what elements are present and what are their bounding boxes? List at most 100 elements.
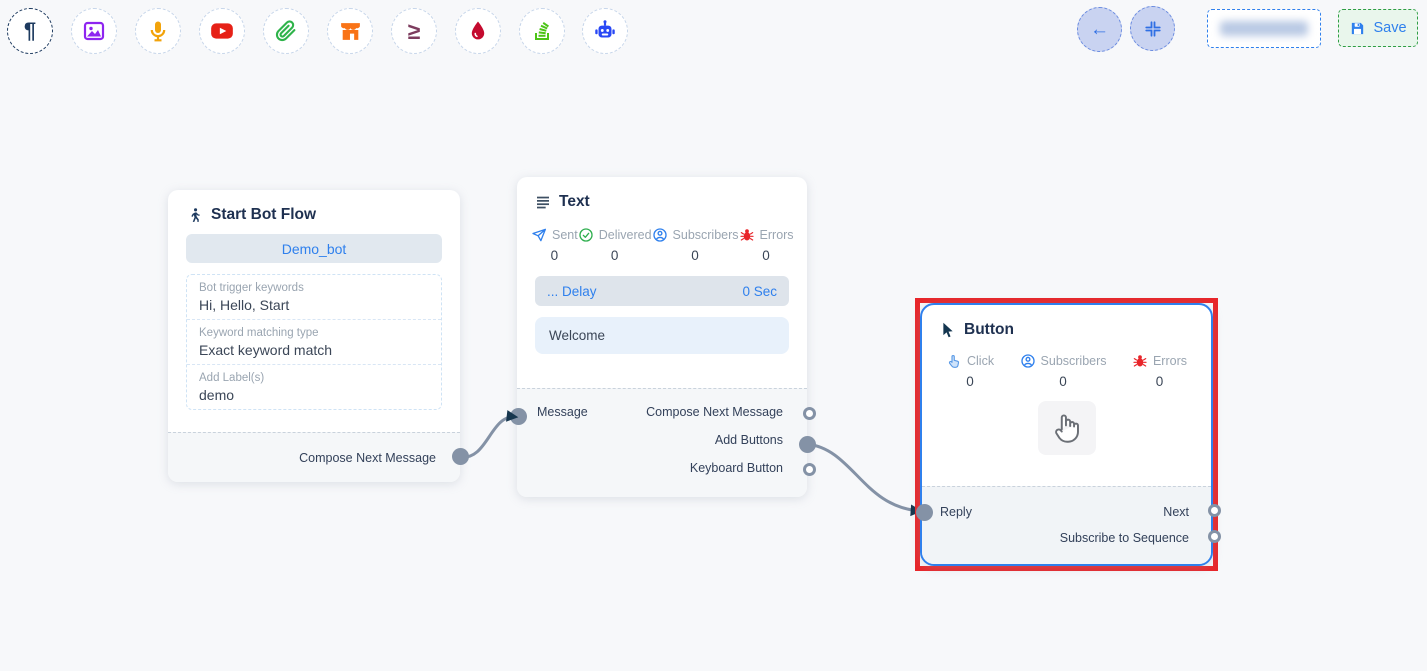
save-button[interactable]: Save (1338, 9, 1418, 47)
stat-label: Errors (1152, 354, 1187, 368)
node-text[interactable]: Text Sent 0 Delivered (510, 177, 816, 497)
stat-value: 0 (691, 248, 699, 263)
stat-value: 0 (550, 248, 559, 263)
bot-name-label: Demo_bot (281, 240, 347, 257)
button-node-footer: Reply Next Subscribe to Sequence (922, 486, 1211, 564)
stat-errors: Errors 0 (739, 227, 794, 263)
stack-icon (535, 21, 549, 40)
output-port-add-buttons[interactable] (799, 436, 816, 453)
text-node-header: Text (517, 177, 807, 217)
start-node-footer: Compose Next Message (168, 432, 460, 482)
text-node-footer: Message Compose Next Message Add Buttons… (517, 388, 807, 497)
stat-sent: Sent 0 (531, 227, 578, 263)
input-port-message[interactable] (510, 408, 527, 425)
droplet-icon (471, 21, 485, 40)
back-button[interactable]: ← (1077, 7, 1122, 52)
delay-value: 0 Sec (742, 283, 777, 299)
message-text: Welcome (549, 328, 606, 343)
output-label-subscribe-to-sequence: Subscribe to Sequence (1059, 531, 1189, 545)
input-label-message: Message (537, 405, 588, 419)
input-port-reply[interactable] (916, 504, 933, 521)
field-value: Exact keyword match (199, 342, 333, 358)
microphone-icon (150, 21, 166, 42)
add-button-dropzone[interactable] (1037, 401, 1096, 455)
pilcrow-icon: ¶ (23, 18, 37, 43)
input-label-reply: Reply (940, 505, 972, 519)
stat-value: 0 (966, 374, 974, 389)
start-node-header: Start Bot Flow (168, 190, 460, 230)
stat-value: 0 (1059, 374, 1067, 389)
output-port-subscribe-to-sequence[interactable] (1208, 530, 1221, 543)
start-fields-group: Bot trigger keywords Hi, Hello, Start Ke… (186, 274, 442, 410)
toolbar-sticker-button[interactable] (519, 8, 565, 54)
field-value: Hi, Hello, Start (199, 297, 290, 313)
stat-label: Errors (759, 228, 794, 242)
stat-label: Sent (552, 228, 578, 242)
bot-name-pill[interactable]: Demo_bot (186, 234, 442, 263)
greater-equal-icon: ≥ (407, 17, 421, 44)
toolbar-file-button[interactable] (263, 8, 309, 54)
click-icon (948, 355, 960, 368)
text-node-stats: Sent 0 Delivered 0 (517, 217, 807, 263)
stat-value: 0 (610, 248, 619, 263)
output-label-compose-next-message: Compose Next Message (646, 405, 783, 419)
stat-label: Subscribers (1040, 354, 1107, 368)
send-icon (532, 228, 546, 242)
field-label: Add Label(s) (199, 372, 265, 384)
output-label-next: Next (1163, 505, 1189, 519)
save-label: Save (1373, 20, 1407, 36)
field-add-labels[interactable]: Add Label(s) demo (187, 365, 441, 409)
stat-subscribers: Subscribers 0 (652, 227, 739, 263)
output-port-compose-next-message[interactable] (803, 407, 816, 420)
output-port-next[interactable] (1208, 504, 1221, 517)
stat-delivered: Delivered 0 (578, 227, 652, 263)
stat-value: 0 (1155, 374, 1164, 389)
bug-icon (739, 229, 754, 241)
delay-setting[interactable]: ... Delay 0 Sec (535, 276, 789, 306)
walking-person-icon (191, 207, 200, 222)
stat-value: 0 (762, 248, 770, 263)
delay-label: ... Delay (547, 283, 597, 299)
toolbar-audio-button[interactable] (135, 8, 181, 54)
bot-username-blurred (1220, 21, 1308, 36)
save-icon (1352, 22, 1364, 34)
button-node-stats: Click 0 Subscribers 0 (922, 345, 1211, 389)
edge-start-to-text (458, 410, 519, 459)
hand-cursor-icon (1054, 414, 1079, 443)
field-label: Bot trigger keywords (199, 282, 304, 294)
output-port-keyboard-button[interactable] (803, 463, 816, 476)
node-button[interactable]: Button Click 0 (916, 303, 1221, 566)
toolbar-drip-button[interactable] (455, 8, 501, 54)
field-matching-type[interactable]: Keyword matching type Exact keyword matc… (187, 320, 441, 365)
youtube-icon (211, 23, 233, 39)
field-label: Keyword matching type (199, 327, 319, 339)
image-icon (83, 21, 105, 41)
stat-click: Click 0 (946, 353, 994, 389)
node-title: Start Bot Flow (211, 206, 317, 223)
toolbar-ecommerce-button[interactable] (327, 8, 373, 54)
stat-label: Delivered (598, 228, 652, 242)
toolbar-video-button[interactable] (199, 8, 245, 54)
toolbar-userinput-button[interactable]: ≥ (391, 8, 437, 54)
mouse-pointer-icon (943, 322, 953, 337)
node-title: Text (559, 193, 590, 210)
field-value: demo (199, 387, 235, 403)
output-port-compose-next-message[interactable] (452, 448, 469, 465)
message-content[interactable]: Welcome (535, 317, 789, 354)
subscriber-icon (1020, 354, 1035, 368)
output-label-compose-next-message: Compose Next Message (299, 451, 436, 465)
field-trigger-keywords[interactable]: Bot trigger keywords Hi, Hello, Start (187, 275, 441, 320)
output-label-keyboard-button: Keyboard Button (689, 461, 783, 475)
node-start-bot-flow[interactable]: Start Bot Flow Demo_bot Bot trigger keyw… (168, 190, 469, 482)
toolbar-bot-button[interactable] (582, 8, 628, 54)
fit-view-button[interactable] (1130, 6, 1175, 51)
bot-username-button[interactable] (1207, 9, 1321, 48)
toolbar-text-button[interactable]: ¶ (7, 8, 53, 54)
compress-icon (1144, 20, 1161, 37)
node-title: Button (964, 321, 1014, 338)
subscriber-icon (652, 228, 667, 242)
stat-errors: Errors 0 (1132, 353, 1187, 389)
check-circle-icon (579, 228, 593, 242)
toolbar-image-button[interactable] (71, 8, 117, 54)
